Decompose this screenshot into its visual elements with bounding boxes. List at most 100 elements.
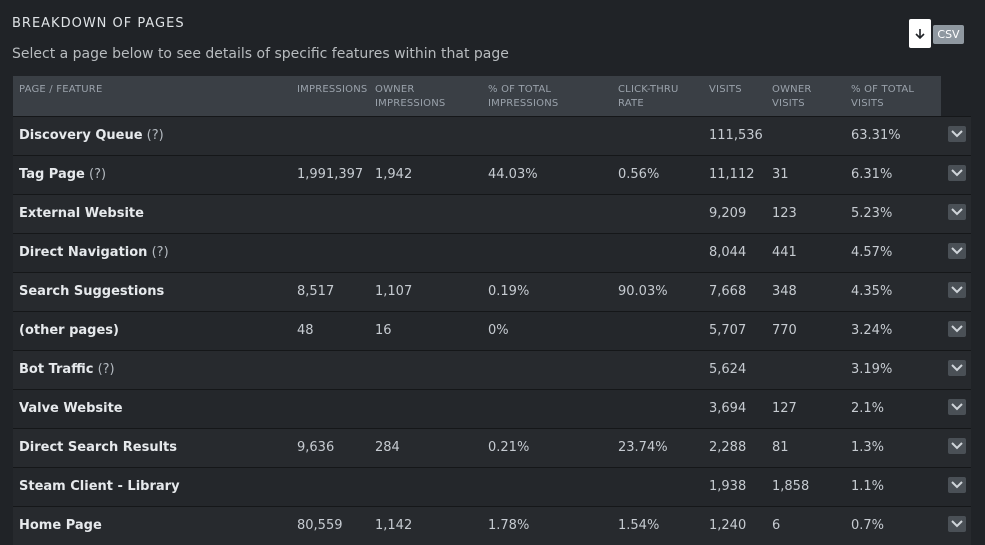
cell-impressions: 9,636: [297, 440, 335, 455]
chevron-down-icon: [951, 403, 963, 411]
expand-row-button[interactable]: [948, 165, 966, 181]
col-header-owner-impressions[interactable]: OWNER IMPRESSIONS: [375, 84, 446, 109]
table-row[interactable]: Valve Website 3,694 127 2.1%: [13, 389, 971, 428]
cell-owner-visits: 81: [772, 440, 789, 455]
help-tooltip-trigger[interactable]: (?): [151, 245, 169, 260]
cell-page-name[interactable]: Bot Traffic (?): [19, 351, 115, 388]
cell-pct-visits: 5.23%: [851, 206, 893, 221]
cell-owner-visits: 770: [772, 323, 797, 338]
cell-impressions: 80,559: [297, 518, 343, 533]
table-row[interactable]: Discovery Queue (?) 111,536 63.31%: [13, 116, 971, 155]
cell-pct-visits: 3.24%: [851, 323, 893, 338]
download-file-icon: [909, 19, 931, 48]
expand-row-button[interactable]: [948, 282, 966, 298]
table-row[interactable]: (other pages) 48 16 0% 5,707 770 3.24%: [13, 311, 971, 350]
table-row[interactable]: Search Suggestions 8,517 1,107 0.19% 90.03% 7…: [13, 272, 971, 311]
cell-owner-impressions: 1,107: [375, 284, 413, 299]
col-header-impressions[interactable]: IMPRESSIONS: [297, 84, 368, 95]
page-name: Tag Page: [19, 167, 85, 182]
cell-page-name[interactable]: (other pages): [19, 312, 119, 349]
cell-pct-impressions: 0.21%: [488, 440, 530, 455]
cell-impressions: 1,991,397: [297, 167, 364, 182]
chevron-down-icon: [951, 325, 963, 333]
table-row[interactable]: External Website 9,209 123 5.23%: [13, 194, 971, 233]
cell-page-name[interactable]: Discovery Queue (?): [19, 117, 164, 154]
cell-ctr: 1.54%: [618, 518, 660, 533]
table-header: PAGE / FEATURE IMPRESSIONS OWNER IMPRESS…: [13, 76, 941, 116]
help-tooltip-trigger[interactable]: (?): [89, 167, 107, 182]
cell-pct-impressions: 0.19%: [488, 284, 530, 299]
cell-impressions: 8,517: [297, 284, 335, 299]
col-header-pct-visits[interactable]: % OF TOTAL VISITS: [851, 84, 915, 109]
section-subtitle: Select a page below to see details of sp…: [12, 46, 509, 62]
table-row[interactable]: Direct Navigation (?) 8,044 441 4.57%: [13, 233, 971, 272]
cell-page-name[interactable]: Tag Page (?): [19, 156, 106, 193]
cell-page-name[interactable]: External Website: [19, 195, 144, 232]
page-name: Valve Website: [19, 401, 123, 416]
cell-pct-visits: 4.57%: [851, 245, 893, 260]
expand-row-button[interactable]: [948, 321, 966, 337]
col-header-owner-visits[interactable]: OWNER VISITS: [772, 84, 812, 109]
col-header-pct-impressions[interactable]: % OF TOTAL IMPRESSIONS: [488, 84, 559, 109]
cell-owner-visits: 6: [772, 518, 781, 533]
cell-pct-impressions: 44.03%: [488, 167, 538, 182]
cell-ctr: 23.74%: [618, 440, 668, 455]
cell-pct-impressions: 1.78%: [488, 518, 530, 533]
cell-pct-visits: 3.19%: [851, 362, 893, 377]
cell-pct-visits: 4.35%: [851, 284, 893, 299]
cell-page-name[interactable]: Home Page: [19, 507, 102, 544]
page-name: External Website: [19, 206, 144, 221]
cell-visits: 5,624: [709, 362, 747, 377]
expand-row-button[interactable]: [948, 438, 966, 454]
page-name: Home Page: [19, 518, 102, 533]
chevron-down-icon: [951, 481, 963, 489]
expand-row-button[interactable]: [948, 126, 966, 142]
cell-owner-visits: 1,858: [772, 479, 810, 494]
cell-ctr: 0.56%: [618, 167, 660, 182]
expand-row-button[interactable]: [948, 360, 966, 376]
cell-page-name[interactable]: Search Suggestions: [19, 273, 164, 310]
table-row[interactable]: Steam Client - Library 1,938 1,858 1.1%: [13, 467, 971, 506]
help-tooltip-trigger[interactable]: (?): [146, 128, 164, 143]
cell-pct-visits: 0.7%: [851, 518, 885, 533]
cell-page-name[interactable]: Valve Website: [19, 390, 123, 427]
page-name: Direct Navigation: [19, 245, 148, 260]
cell-owner-visits: 348: [772, 284, 797, 299]
col-header-page[interactable]: PAGE / FEATURE: [19, 84, 103, 95]
cell-visits: 9,209: [709, 206, 747, 221]
page-name: (other pages): [19, 323, 119, 338]
cell-page-name[interactable]: Steam Client - Library: [19, 468, 180, 505]
help-tooltip-trigger[interactable]: (?): [97, 362, 115, 377]
section-title: BREAKDOWN OF PAGES: [12, 16, 185, 31]
cell-page-name[interactable]: Direct Navigation (?): [19, 234, 169, 271]
expand-row-button[interactable]: [948, 204, 966, 220]
table-row[interactable]: Home Page 80,559 1,142 1.78% 1.54% 1,240 6 0.7%: [13, 506, 971, 545]
page-name: Steam Client - Library: [19, 479, 180, 494]
expand-row-button[interactable]: [948, 477, 966, 493]
page-name: Discovery Queue: [19, 128, 143, 143]
cell-visits: 7,668: [709, 284, 747, 299]
expand-row-button[interactable]: [948, 243, 966, 259]
chevron-down-icon: [951, 247, 963, 255]
chevron-down-icon: [951, 442, 963, 450]
cell-owner-visits: 441: [772, 245, 797, 260]
cell-owner-impressions: 1,142: [375, 518, 413, 533]
col-header-ctr[interactable]: CLICK-THRU RATE: [618, 84, 679, 109]
cell-pct-visits: 1.1%: [851, 479, 885, 494]
cell-visits: 1,938: [709, 479, 747, 494]
table-row[interactable]: Tag Page (?) 1,991,397 1,942 44.03% 0.56% 11,…: [13, 155, 971, 194]
table-row[interactable]: Bot Traffic (?) 5,624 3.19%: [13, 350, 971, 389]
expand-row-button[interactable]: [948, 516, 966, 532]
col-header-visits[interactable]: VISITS: [709, 84, 742, 95]
pages-table: PAGE / FEATURE IMPRESSIONS OWNER IMPRESS…: [13, 76, 971, 545]
cell-owner-visits: 127: [772, 401, 797, 416]
table-row[interactable]: Direct Search Results 9,636 284 0.21% 23.74%…: [13, 428, 971, 467]
cell-visits: 3,694: [709, 401, 747, 416]
cell-owner-impressions: 16: [375, 323, 392, 338]
cell-page-name[interactable]: Direct Search Results: [19, 429, 177, 466]
csv-download-button[interactable]: CSV: [909, 19, 965, 49]
cell-visits: 111,536: [709, 128, 763, 143]
cell-owner-visits: 31: [772, 167, 789, 182]
expand-row-button[interactable]: [948, 399, 966, 415]
cell-visits: 2,288: [709, 440, 747, 455]
